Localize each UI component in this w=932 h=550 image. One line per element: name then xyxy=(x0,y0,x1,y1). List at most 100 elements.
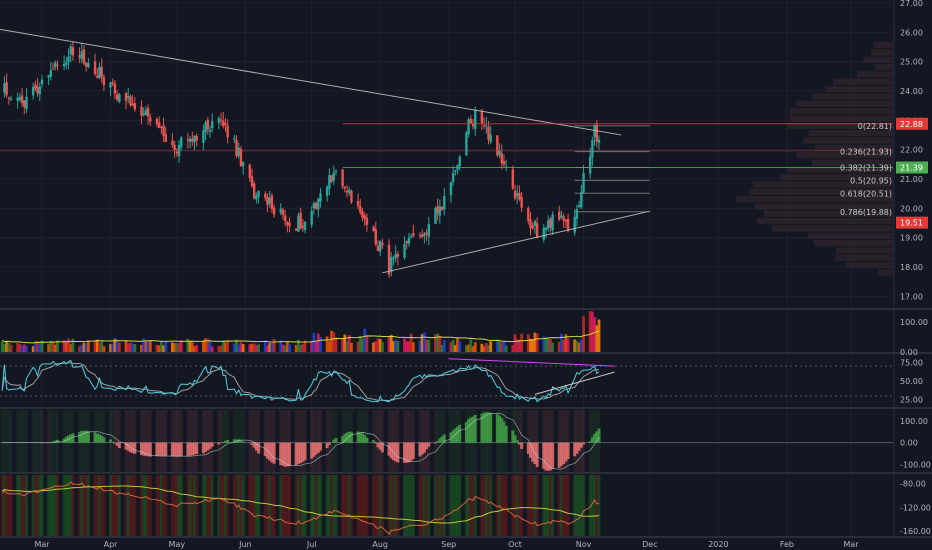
candle-body xyxy=(96,75,99,78)
macd-histogram-bar xyxy=(347,431,351,443)
indicator-background-band xyxy=(469,475,473,536)
trendline xyxy=(0,28,622,136)
indicator-background-band xyxy=(376,475,380,536)
candle-body xyxy=(144,110,148,116)
macd-background-band xyxy=(239,410,243,472)
volume-bar xyxy=(405,341,409,352)
macd-histogram-bar xyxy=(341,436,345,443)
candle-body xyxy=(239,148,243,167)
volume-bar xyxy=(146,341,150,352)
macd-background-band xyxy=(201,410,205,472)
macd-histogram-bar xyxy=(473,414,477,443)
time-tick-label: Feb xyxy=(780,540,794,549)
volume-bar xyxy=(542,336,546,352)
macd-background-band xyxy=(0,410,4,472)
candle-body xyxy=(111,82,114,84)
macd-background-band xyxy=(449,410,453,472)
volume-bar xyxy=(47,344,51,352)
volume-bar xyxy=(582,316,585,352)
macd-background-band xyxy=(223,410,227,472)
macd-histogram-bar xyxy=(427,442,431,447)
indicator-tick-label: 75.00 xyxy=(900,358,923,367)
macd-background-band xyxy=(142,410,146,472)
candle-body xyxy=(56,64,59,66)
candle-body xyxy=(314,202,318,210)
macd-histogram-bar xyxy=(467,419,471,443)
macd-background-band xyxy=(109,410,113,472)
indicator-background-band xyxy=(55,475,59,536)
indicator-background-band xyxy=(301,475,305,536)
volume-profile-bar xyxy=(813,239,893,247)
indicator-background-band xyxy=(250,475,254,536)
volume-bar xyxy=(241,344,245,352)
macd-histogram-bar xyxy=(520,442,524,449)
candle-body xyxy=(25,96,28,110)
indicator-background-band xyxy=(433,475,437,536)
macd-background-band xyxy=(248,410,252,472)
macd-histogram-bar xyxy=(345,432,349,443)
macd-background-band xyxy=(208,410,212,472)
candle-body xyxy=(146,107,150,117)
volume-bar xyxy=(575,340,579,352)
macd-background-band xyxy=(376,410,380,472)
indicator-background-band xyxy=(20,475,24,536)
volume-bar xyxy=(219,345,223,352)
macd-histogram-bar xyxy=(100,435,104,443)
candle-body xyxy=(71,47,75,56)
candle-body xyxy=(34,84,37,89)
macd-histogram-bar xyxy=(513,435,517,443)
macd-histogram-bar xyxy=(376,442,380,448)
macd-histogram-bar xyxy=(95,433,99,443)
macd-histogram-bar xyxy=(502,421,506,443)
macd-background-band xyxy=(526,410,530,472)
indicator-background-band xyxy=(31,475,35,536)
indicator-background-band xyxy=(208,475,212,536)
macd-histogram-bar xyxy=(263,442,267,457)
macd-background-band xyxy=(281,410,285,472)
macd-histogram-bar xyxy=(115,442,119,446)
indicator-background-band xyxy=(391,475,395,536)
macd-background-band xyxy=(206,410,210,472)
candle-body xyxy=(471,123,475,127)
macd-histogram-bar xyxy=(288,442,292,467)
macd-background-band xyxy=(115,410,119,472)
macd-histogram-bar xyxy=(206,442,210,451)
indicator-background-band xyxy=(515,475,519,536)
price-tick-label: 25.00 xyxy=(900,58,923,67)
indicator-background-band xyxy=(528,475,532,536)
macd-histogram-bar xyxy=(62,438,66,443)
macd-background-band xyxy=(546,410,550,472)
candle-body xyxy=(558,211,561,220)
indicator-background-band xyxy=(422,475,426,536)
candle-body xyxy=(469,118,473,124)
macd-background-band xyxy=(391,410,395,472)
indicator-background-band xyxy=(316,475,320,536)
macd-histogram-bar xyxy=(80,430,84,443)
macd-histogram-bar xyxy=(111,441,115,443)
macd-histogram-bar xyxy=(482,412,486,443)
volume-bar xyxy=(449,342,453,352)
indicator-background-band xyxy=(500,475,504,536)
macd-histogram-bar xyxy=(593,433,597,443)
candle-body xyxy=(124,93,128,101)
candle-body xyxy=(489,134,492,143)
indicator-background-band xyxy=(159,475,163,536)
indicator-background-band xyxy=(347,475,351,536)
indicator-background-band xyxy=(7,475,11,536)
indicator-background-band xyxy=(71,475,75,536)
time-axis: Mar Apr May Jun Jul Aug Sep Oct Nov Dec 2020 Feb Mar xyxy=(34,540,859,549)
candle-body xyxy=(171,140,174,146)
macd-background-band xyxy=(363,410,367,472)
indicator-background-band xyxy=(294,475,298,536)
macd-background-band xyxy=(535,410,539,472)
macd-histogram-bar xyxy=(526,442,530,454)
macd-histogram-bar xyxy=(177,442,181,457)
volume-bar xyxy=(162,345,165,352)
volume-profile-bar xyxy=(736,195,893,203)
macd-background-band xyxy=(427,410,431,472)
volume-bar xyxy=(217,346,221,352)
candle-body xyxy=(250,176,254,187)
volume-bar xyxy=(498,341,501,352)
macd-background-band xyxy=(299,410,303,472)
